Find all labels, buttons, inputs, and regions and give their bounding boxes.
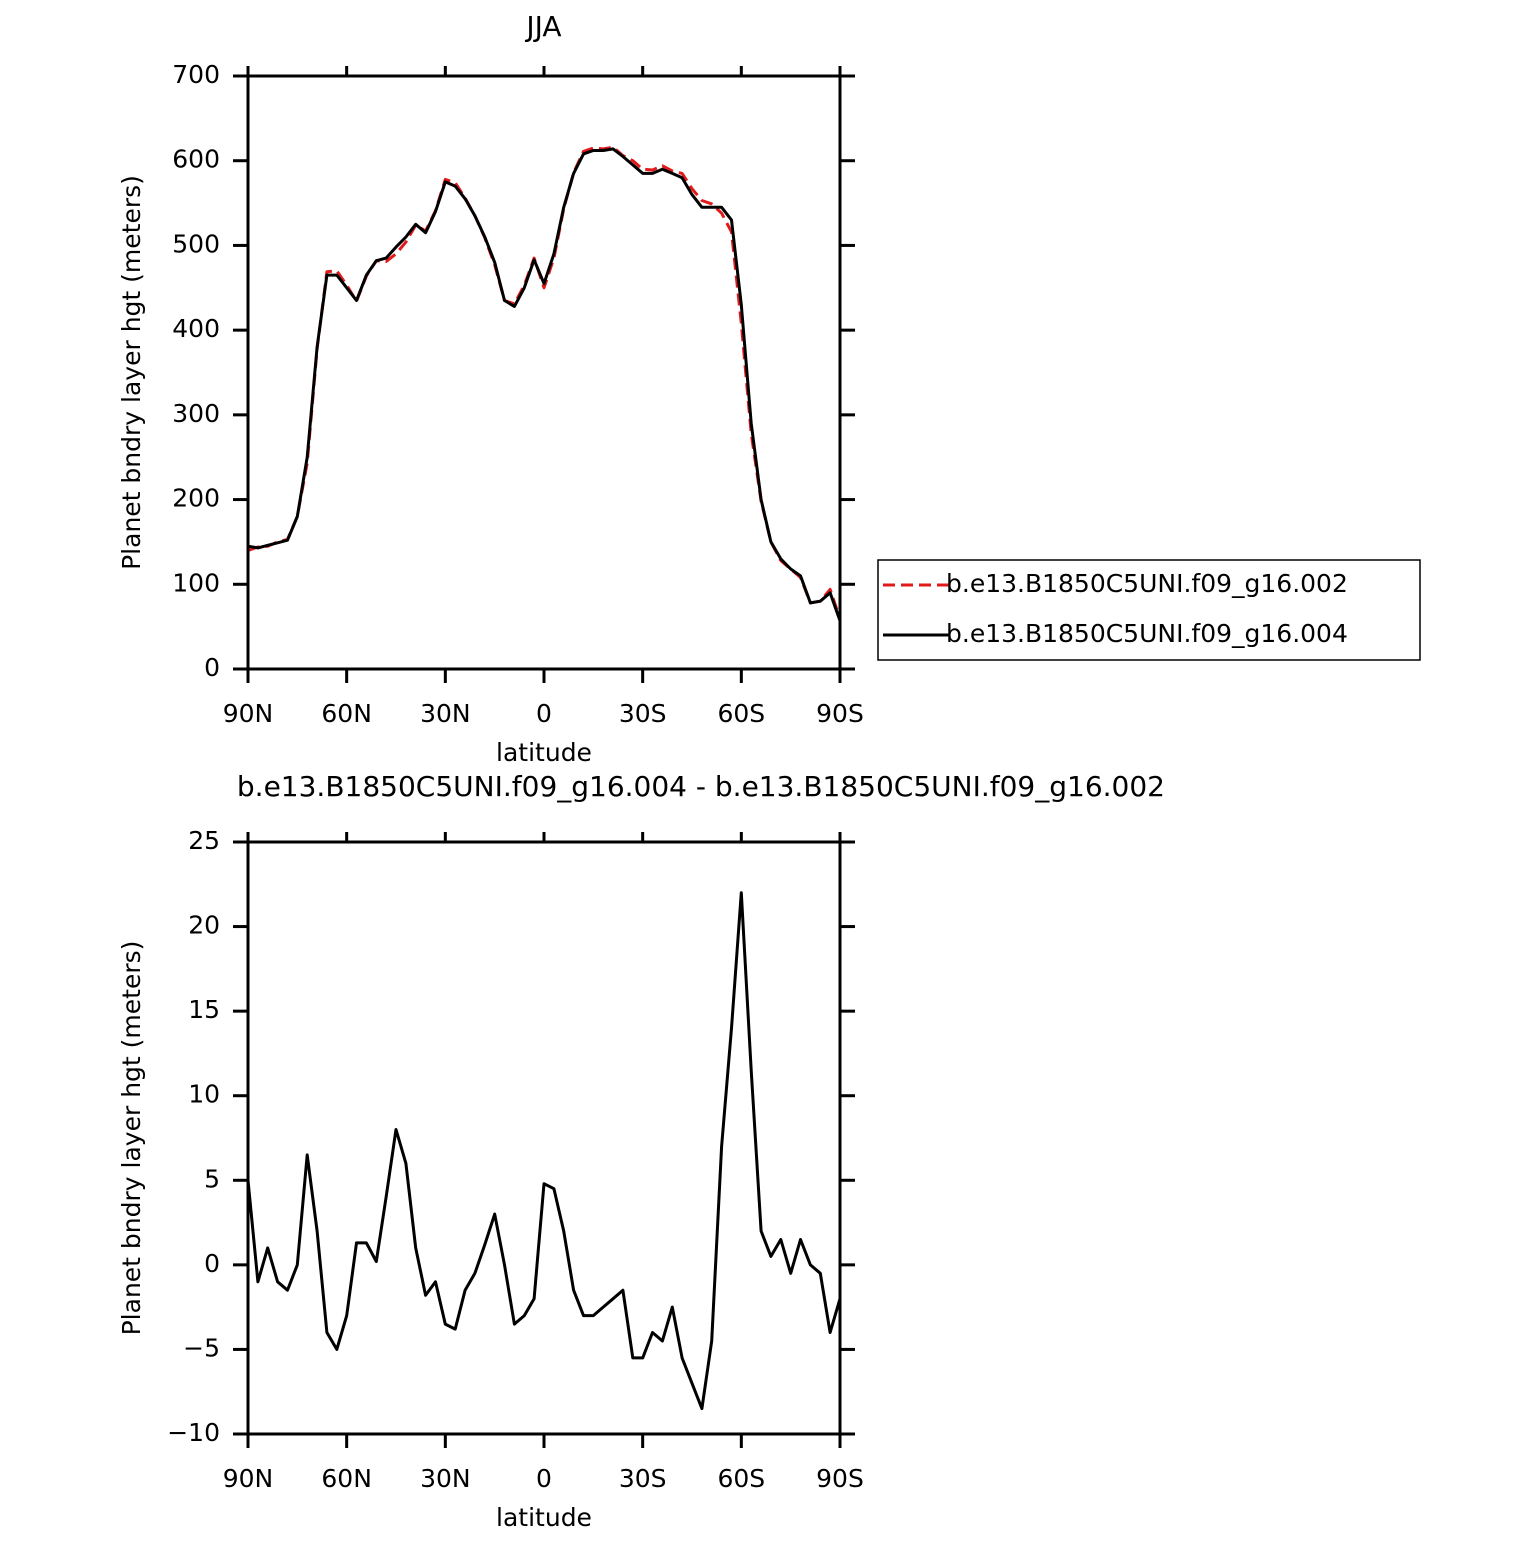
x-tick-label: 30N — [420, 699, 471, 728]
x-tick-label: 90N — [223, 699, 274, 728]
x-tick-label: 60N — [321, 699, 372, 728]
x-tick-label: 90S — [816, 699, 864, 728]
y-tick-label: 15 — [188, 995, 220, 1024]
plot-frame — [246, 74, 842, 671]
y-tick-label: 100 — [172, 568, 220, 597]
x-tick-label: 60S — [717, 699, 765, 728]
chart-title: b.e13.B1850C5UNI.f09_g16.004 - b.e13.B18… — [237, 770, 1165, 803]
x-axis-label: latitude — [496, 1503, 592, 1532]
x-axis-label: latitude — [496, 738, 592, 767]
x-tick-label: 60S — [717, 1464, 765, 1493]
x-tick-label: 30S — [619, 699, 667, 728]
y-tick-label: 25 — [188, 826, 220, 855]
y-tick-label: 0 — [204, 1249, 220, 1278]
y-tick-label: 300 — [172, 399, 220, 428]
plot-frame — [246, 840, 842, 1436]
legend-label: b.e13.B1850C5UNI.f09_g16.002 — [946, 569, 1348, 598]
y-tick-label: −5 — [183, 1333, 220, 1362]
y-tick-label: 0 — [204, 653, 220, 682]
x-tick-label: 0 — [536, 699, 552, 728]
y-tick-label: 600 — [172, 145, 220, 174]
x-tick-label: 30S — [619, 1464, 667, 1493]
legend-label: b.e13.B1850C5UNI.f09_g16.004 — [946, 619, 1348, 648]
x-tick-label: 30N — [420, 1464, 471, 1493]
y-axis-label: Planet bndry layer hgt (meters) — [117, 175, 146, 570]
y-tick-label: 700 — [172, 60, 220, 89]
y-tick-label: 20 — [188, 911, 220, 940]
x-tick-label: 90S — [816, 1464, 864, 1493]
y-tick-label: −10 — [167, 1418, 220, 1447]
y-axis-label: Planet bndry layer hgt (meters) — [117, 941, 146, 1336]
data-line — [248, 145, 840, 620]
data-line — [248, 147, 840, 622]
legend-box — [877, 559, 1421, 661]
y-tick-label: 200 — [172, 484, 220, 513]
y-tick-label: 500 — [172, 229, 220, 258]
chart-title: JJA — [524, 10, 561, 43]
x-tick-label: 60N — [321, 1464, 372, 1493]
x-tick-label: 0 — [536, 1464, 552, 1493]
y-tick-label: 10 — [188, 1080, 220, 1109]
x-tick-label: 90N — [223, 1464, 274, 1493]
data-line — [248, 891, 840, 1411]
y-tick-label: 5 — [204, 1164, 220, 1193]
y-tick-label: 400 — [172, 314, 220, 343]
